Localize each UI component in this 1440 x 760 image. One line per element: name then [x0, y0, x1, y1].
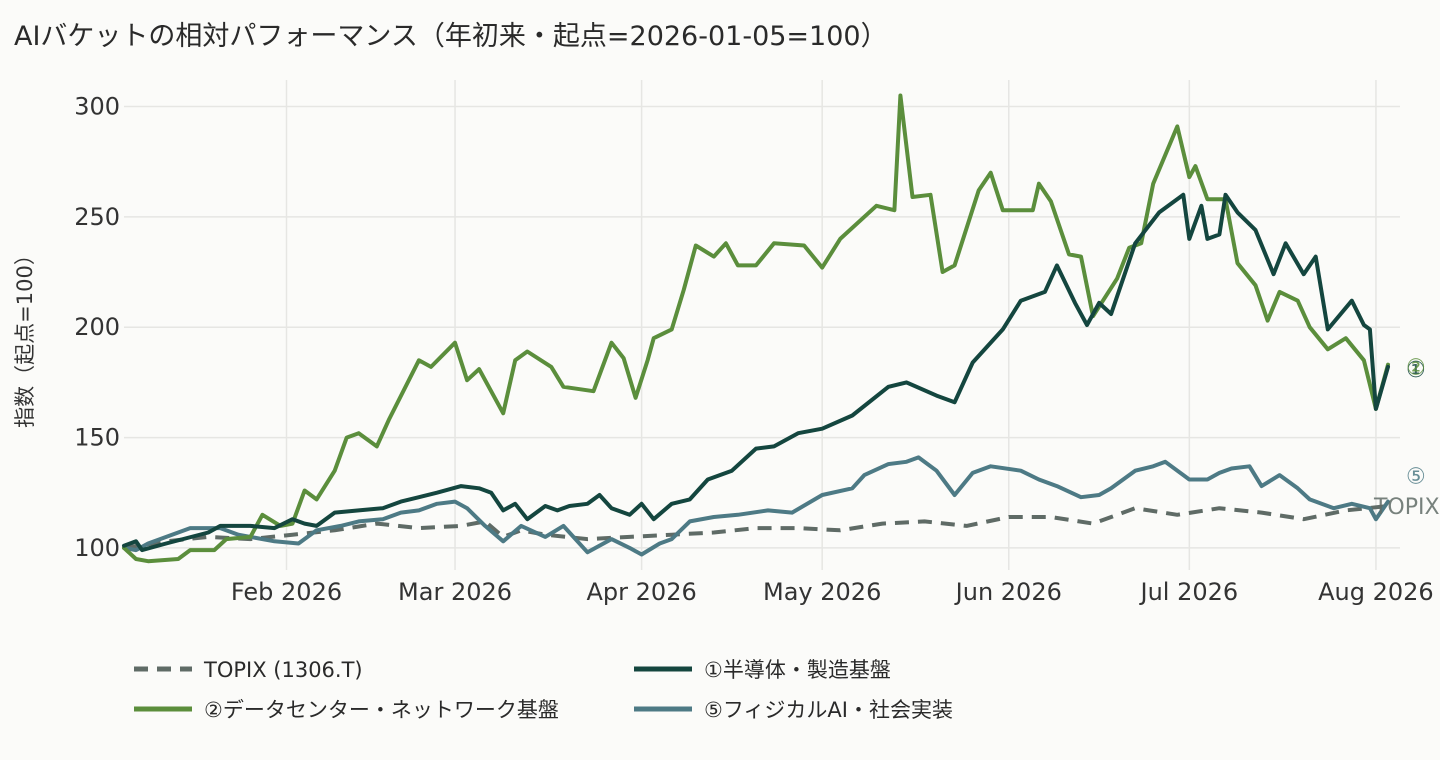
x-tick-label: May 2026 — [763, 578, 881, 606]
x-tick-label: Aug 2026 — [1318, 578, 1434, 606]
legend-label-topix: TOPIX (1306.T) — [203, 658, 363, 682]
end-labels: TOPIX ①② ⑤ — [1373, 356, 1440, 520]
legend-label-semis: ①半導体・製造基盤 — [704, 658, 891, 682]
x-tick-label: Mar 2026 — [398, 578, 512, 606]
axis-ticks: 100 150 200 250 300 Feb 2026 Mar 2026 Apr 2026 M… — [74, 92, 1434, 606]
x-tick-label: Jun 2026 — [954, 578, 1062, 606]
y-tick-label: 250 — [74, 203, 120, 231]
end-label-topix: TOPIX — [1373, 495, 1440, 520]
series-line-semis — [122, 192, 1390, 553]
series-line-physical_ai — [122, 455, 1390, 557]
chart-title: AIバケットの相対パフォーマンス（年初来・起点=2026-01-05=100） — [14, 21, 888, 52]
y-axis-title: 指数（起点=100） — [13, 244, 37, 428]
y-tick-label: 150 — [74, 424, 120, 452]
grid-lines — [124, 80, 1400, 570]
legend-label-datacenter: ②データセンター・ネットワーク基盤 — [204, 698, 559, 722]
end-label-physical_ai: ⑤ — [1406, 465, 1426, 490]
x-tick-label: Jul 2026 — [1139, 578, 1239, 606]
series-line-topix — [123, 504, 1389, 550]
end-label-semis: ① — [1406, 358, 1426, 383]
y-tick-label: 300 — [74, 92, 120, 120]
y-tick-label: 200 — [74, 313, 120, 341]
x-tick-label: Apr 2026 — [587, 578, 697, 606]
x-tick-label: Feb 2026 — [231, 578, 342, 606]
end-label-datacenter: ② — [1406, 356, 1426, 381]
y-tick-label: 100 — [74, 534, 120, 562]
series-lines — [122, 93, 1390, 564]
series-line-datacenter — [122, 93, 1390, 564]
legend-label-physical_ai: ⑤フィジカルAI・社会実装 — [704, 698, 953, 722]
legend: TOPIX (1306.T) ①半導体・製造基盤 ②データセンター・ネットワーク基盤… — [134, 658, 953, 722]
